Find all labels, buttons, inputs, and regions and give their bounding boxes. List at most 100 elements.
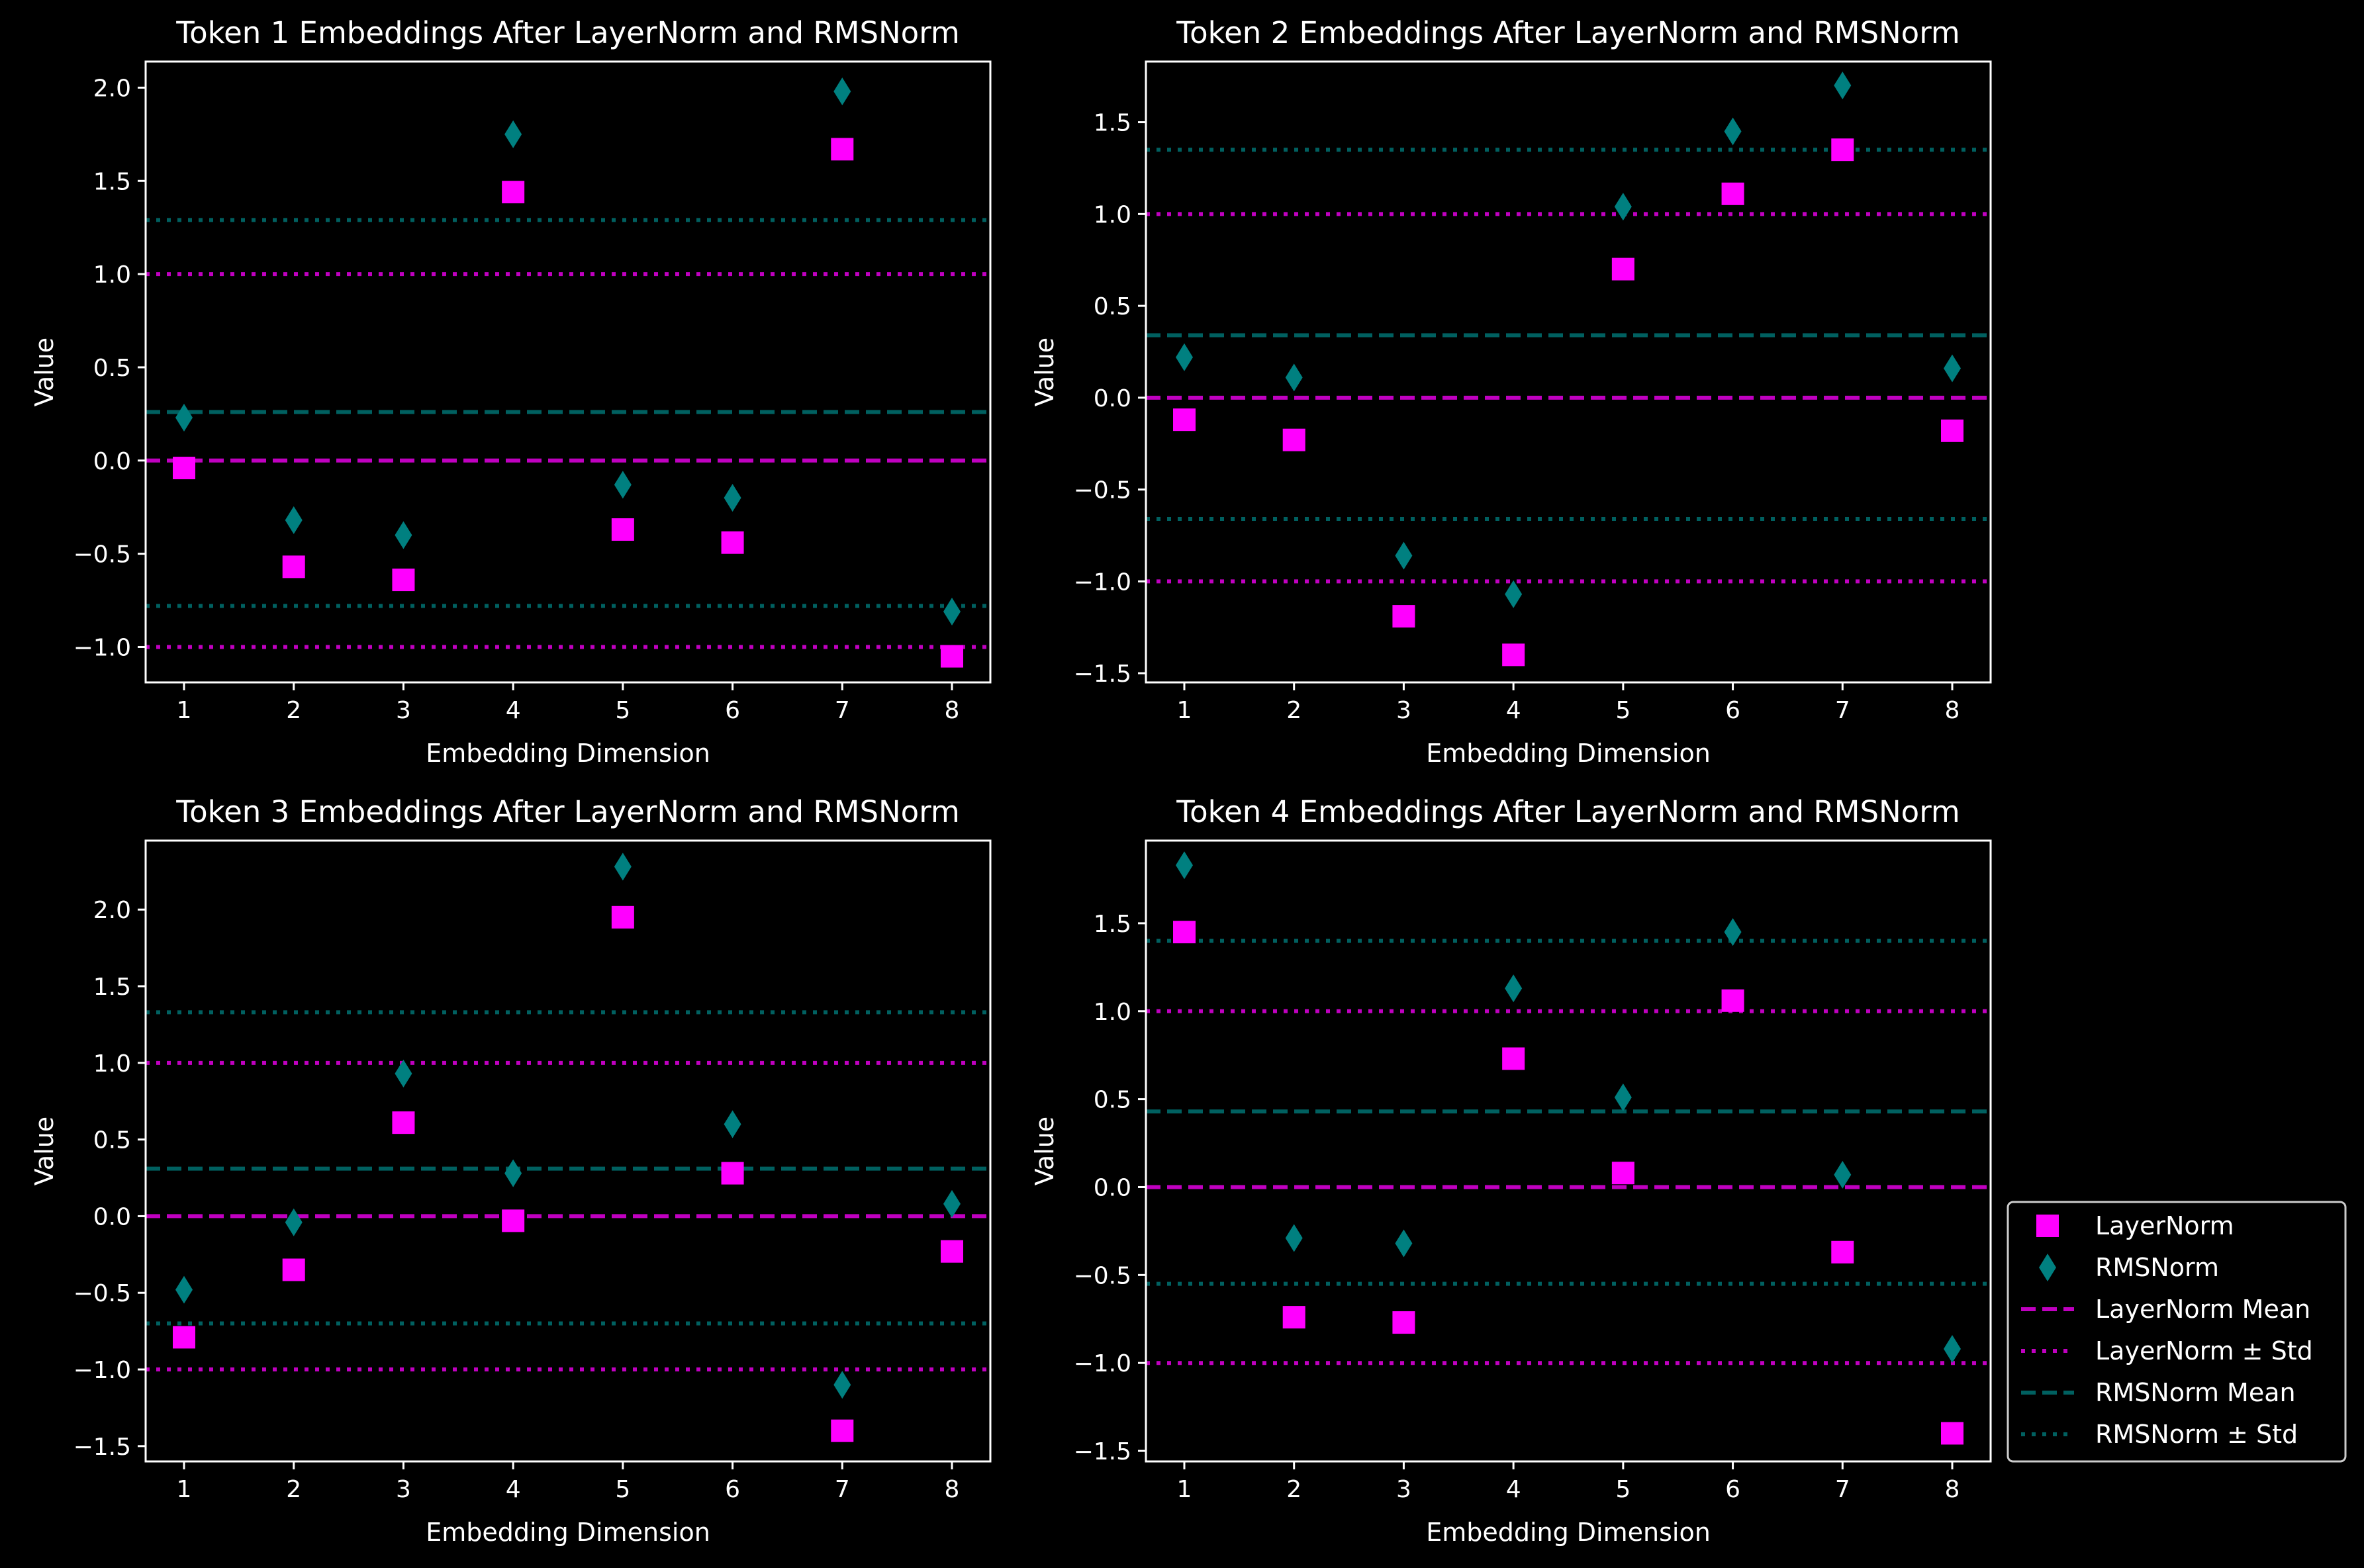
chart-title: Token 2 Embeddings After LayerNorm and R… bbox=[1176, 15, 1960, 50]
rmsnorm-point bbox=[395, 521, 412, 549]
rmsnorm-point bbox=[1176, 851, 1193, 880]
chart-title: Token 3 Embeddings After LayerNorm and R… bbox=[175, 794, 960, 829]
layernorm-point bbox=[1831, 138, 1854, 161]
x-tick-label: 7 bbox=[835, 697, 850, 724]
layernorm-point bbox=[611, 905, 634, 929]
layernorm-point bbox=[721, 1162, 744, 1185]
layernorm-point bbox=[1282, 1306, 1305, 1329]
rmsnorm-point bbox=[1395, 1229, 1413, 1258]
layernorm-point bbox=[1941, 419, 1963, 442]
x-tick-label: 5 bbox=[1615, 1476, 1631, 1503]
y-tick-label: 1.5 bbox=[93, 168, 131, 195]
x-tick-label: 3 bbox=[1396, 1476, 1411, 1503]
rmsnorm-point bbox=[285, 1208, 303, 1236]
layernorm-point bbox=[282, 1258, 305, 1281]
layernorm-point bbox=[941, 645, 963, 668]
layernorm-point bbox=[1282, 428, 1305, 451]
x-tick-label: 5 bbox=[615, 1476, 630, 1503]
y-tick-label: −1.0 bbox=[73, 1357, 131, 1384]
rmsnorm-point bbox=[175, 404, 193, 432]
layernorm-point bbox=[502, 181, 525, 204]
layernorm-point bbox=[1173, 921, 1196, 944]
y-tick-label: 0.0 bbox=[93, 1203, 131, 1230]
rmsnorm-point bbox=[1505, 580, 1523, 608]
x-tick-label: 4 bbox=[1506, 1476, 1521, 1503]
x-tick-label: 6 bbox=[1725, 1476, 1740, 1503]
legend-label: RMSNorm ± Std bbox=[2095, 1420, 2298, 1449]
y-tick-label: −0.5 bbox=[73, 541, 131, 569]
x-axis-label: Embedding Dimension bbox=[1426, 1518, 1711, 1547]
x-tick-label: 5 bbox=[615, 697, 630, 724]
layernorm-point bbox=[1502, 1047, 1525, 1070]
rmsnorm-point bbox=[175, 1275, 193, 1304]
rmsnorm-point bbox=[1505, 974, 1523, 1003]
y-tick-label: 1.0 bbox=[1094, 999, 1131, 1026]
layernorm-point bbox=[831, 1419, 854, 1442]
y-tick-label: 1.5 bbox=[1094, 911, 1131, 938]
y-tick-label: −0.5 bbox=[1074, 1262, 1131, 1289]
chart-title: Token 4 Embeddings After LayerNorm and R… bbox=[1176, 794, 1960, 829]
x-tick-label: 1 bbox=[177, 1476, 192, 1503]
x-tick-label: 6 bbox=[725, 1476, 740, 1503]
y-tick-label: −1.0 bbox=[1074, 1350, 1131, 1377]
x-tick-label: 1 bbox=[177, 697, 192, 724]
axes-frame bbox=[144, 839, 992, 1463]
x-tick-label: 8 bbox=[945, 1476, 960, 1503]
legend-label: LayerNorm ± Std bbox=[2095, 1336, 2313, 1365]
x-axis-label: Embedding Dimension bbox=[426, 739, 710, 768]
rmsnorm-point bbox=[614, 853, 632, 881]
rmsnorm-point bbox=[1395, 541, 1413, 570]
x-tick-label: 3 bbox=[1396, 697, 1411, 724]
rmsnorm-point bbox=[1944, 354, 1961, 383]
y-tick-label: 0.5 bbox=[1094, 293, 1131, 320]
layernorm-point bbox=[1721, 182, 1744, 205]
y-axis-label: Value bbox=[30, 1117, 59, 1185]
legend-diamond-marker bbox=[2039, 1254, 2056, 1281]
rmsnorm-point bbox=[1834, 1160, 1852, 1189]
rmsnorm-point bbox=[285, 506, 303, 534]
x-axis-label: Embedding Dimension bbox=[426, 1518, 710, 1547]
rmsnorm-point bbox=[504, 120, 522, 148]
y-tick-label: 1.5 bbox=[93, 974, 131, 1001]
x-tick-label: 7 bbox=[835, 1476, 850, 1503]
y-tick-label: 0.5 bbox=[1094, 1087, 1131, 1114]
legend-label: LayerNorm bbox=[2095, 1211, 2234, 1240]
subplot-token-3: 1 2 3 4 5 6 7 8 −1.5 −1.0 −0.5 0.0 0.5 1.0 1.5 2.0 Token… bbox=[30, 794, 992, 1547]
rmsnorm-point bbox=[943, 597, 961, 625]
y-tick-label: −1.5 bbox=[73, 1434, 131, 1461]
axes-frame bbox=[1145, 839, 1992, 1463]
x-tick-label: 1 bbox=[1177, 1476, 1192, 1503]
layernorm-point bbox=[392, 569, 415, 592]
y-tick-label: 0.0 bbox=[1094, 1174, 1131, 1201]
layernorm-point bbox=[1392, 1311, 1415, 1334]
rmsnorm-point bbox=[1614, 193, 1632, 221]
layernorm-point bbox=[1173, 408, 1196, 432]
layernorm-point bbox=[1611, 1162, 1634, 1185]
layernorm-point bbox=[941, 1240, 963, 1263]
y-axis-label: Value bbox=[30, 338, 59, 406]
layernorm-point bbox=[282, 555, 305, 578]
rmsnorm-point bbox=[1176, 343, 1193, 371]
layernorm-point bbox=[392, 1111, 415, 1134]
x-tick-label: 8 bbox=[1945, 697, 1960, 724]
axes-frame bbox=[1145, 60, 1992, 684]
chart-title: Token 1 Embeddings After LayerNorm and R… bbox=[175, 15, 960, 50]
y-tick-label: 0.0 bbox=[93, 448, 131, 475]
x-axis-label: Embedding Dimension bbox=[1426, 739, 1711, 768]
x-tick-label: 3 bbox=[396, 1476, 411, 1503]
rmsnorm-point bbox=[943, 1189, 961, 1218]
subplot-token-2: 1 2 3 4 5 6 7 8 −1.5 −1.0 −0.5 0.0 0.5 1.0 1.5 Token 2 … bbox=[1030, 15, 1992, 768]
x-tick-label: 2 bbox=[286, 1476, 301, 1503]
y-tick-label: −0.5 bbox=[1074, 477, 1131, 504]
y-tick-label: 1.0 bbox=[1094, 201, 1131, 228]
y-tick-label: −1.0 bbox=[1074, 569, 1131, 596]
layernorm-point bbox=[1721, 989, 1744, 1012]
layernorm-point bbox=[721, 531, 744, 554]
legend-box bbox=[2007, 1201, 2347, 1463]
legend-label: LayerNorm Mean bbox=[2095, 1295, 2310, 1324]
y-tick-label: 0.5 bbox=[93, 1127, 131, 1154]
y-tick-label: 1.5 bbox=[1094, 110, 1131, 137]
y-axis-label: Value bbox=[1030, 1117, 1059, 1185]
x-tick-label: 6 bbox=[1725, 697, 1740, 724]
layernorm-point bbox=[1502, 643, 1525, 667]
